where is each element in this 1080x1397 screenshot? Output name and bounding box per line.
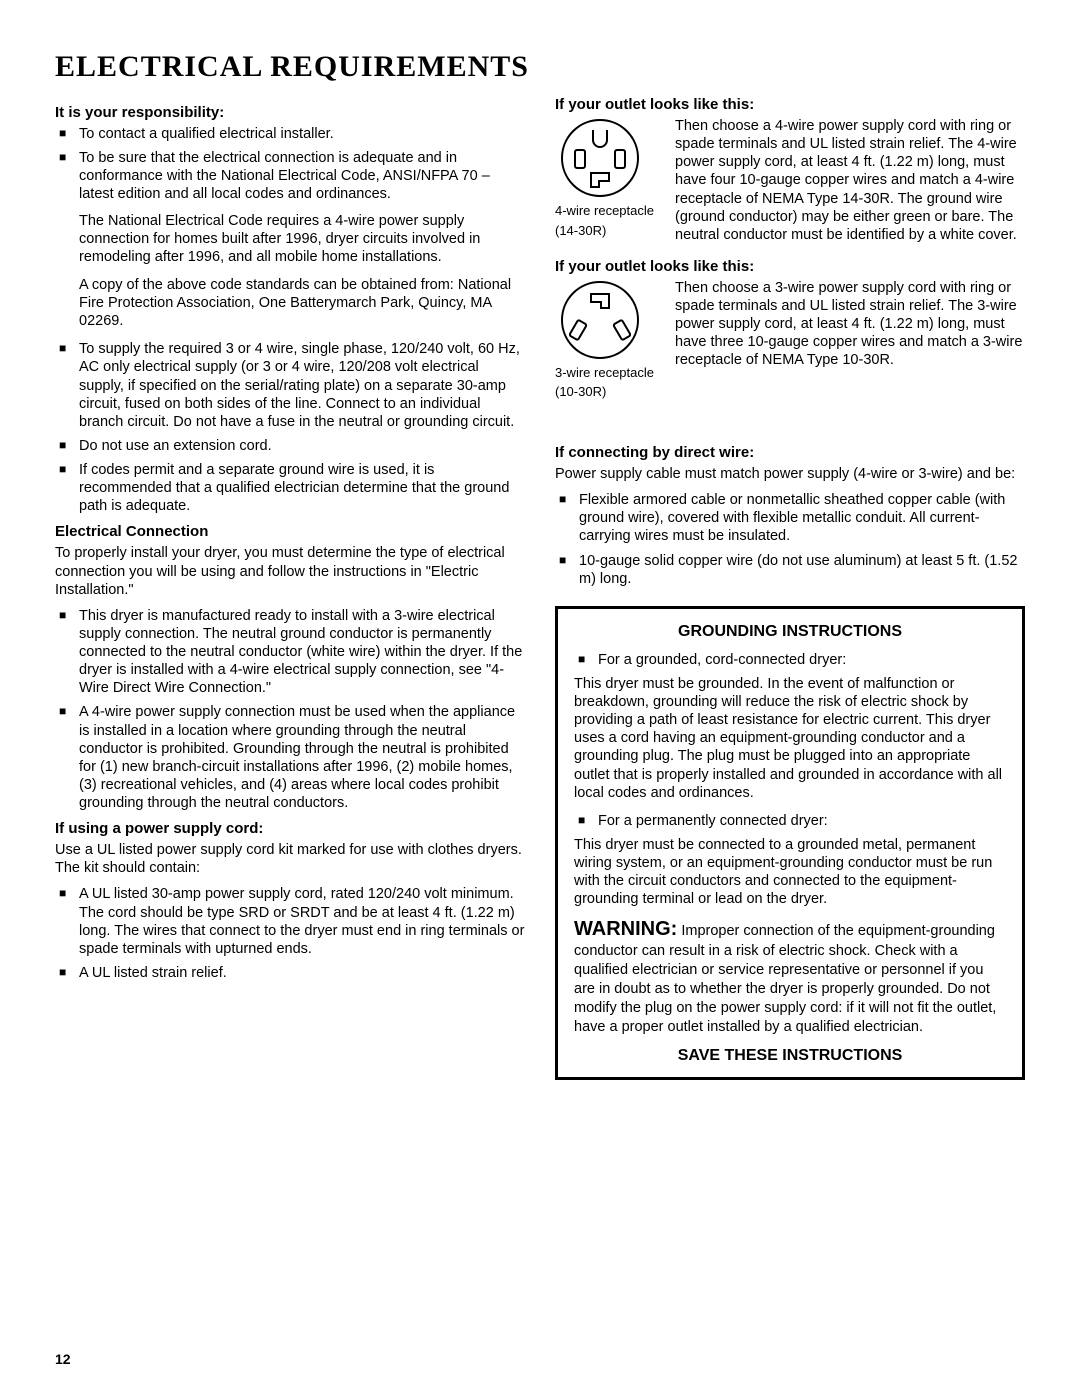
content-columns: It is your responsibility: To contact a … <box>55 96 1025 1080</box>
outlet3-row: 3-wire receptacle (10-30R) Then choose a… <box>555 279 1025 400</box>
save-instructions: SAVE THESE INSTRUCTIONS <box>574 1047 1006 1065</box>
page-number: 12 <box>55 1351 71 1367</box>
left-column: It is your responsibility: To contact a … <box>55 96 525 1080</box>
responsibility-para-2: A copy of the above code standards can b… <box>55 276 525 330</box>
outlet4-heading: If your outlet looks like this: <box>555 96 1025 113</box>
list-item: A UL listed 30-amp power supply cord, ra… <box>55 885 525 958</box>
outlet3-heading: If your outlet looks like this: <box>555 258 1025 275</box>
outlet-3wire-icon <box>555 279 645 361</box>
direct-intro: Power supply cable must match power supp… <box>555 465 1025 483</box>
grounding-p1: This dryer must be grounded. In the even… <box>574 675 1006 802</box>
responsibility-list-2: To supply the required 3 or 4 wire, sing… <box>55 340 525 515</box>
outlet-4wire-icon <box>555 117 645 199</box>
responsibility-para-1: The National Electrical Code requires a … <box>55 212 525 266</box>
outlet3-figure: 3-wire receptacle (10-30R) <box>555 279 665 400</box>
list-item: 10-gauge solid copper wire (do not use a… <box>555 552 1025 588</box>
responsibility-heading: It is your responsibility: <box>55 104 525 121</box>
outlet3-caption2: (10-30R) <box>555 384 665 400</box>
page-title: ELECTRICAL REQUIREMENTS <box>55 50 1025 84</box>
outlet4-text: Then choose a 4-wire power supply cord w… <box>675 117 1025 244</box>
cord-heading: If using a power supply cord: <box>55 820 525 837</box>
list-item: Do not use an extension cord. <box>55 437 525 455</box>
list-item: To be sure that the electrical connectio… <box>55 149 525 203</box>
list-item: This dryer is manufactured ready to inst… <box>55 607 525 698</box>
list-item: For a permanently connected dryer: <box>574 812 1006 830</box>
list-item: If codes permit and a separate ground wi… <box>55 461 525 515</box>
list-item: A UL listed strain relief. <box>55 964 525 982</box>
responsibility-list-1: To contact a qualified electrical instal… <box>55 125 525 204</box>
grounding-b2: For a permanently connected dryer: <box>574 812 1006 830</box>
warning-label: WARNING: <box>574 918 677 940</box>
direct-heading: If connecting by direct wire: <box>555 444 1025 461</box>
outlet4-row: 4-wire receptacle (14-30R) Then choose a… <box>555 117 1025 244</box>
list-item: Flexible armored cable or nonmetallic sh… <box>555 491 1025 545</box>
cord-intro: Use a UL listed power supply cord kit ma… <box>55 841 525 877</box>
outlet4-figure: 4-wire receptacle (14-30R) <box>555 117 665 238</box>
list-item: To supply the required 3 or 4 wire, sing… <box>55 340 525 431</box>
grounding-box: GROUNDING INSTRUCTIONS For a grounded, c… <box>555 606 1025 1080</box>
grounding-title: GROUNDING INSTRUCTIONS <box>574 623 1006 641</box>
list-item: A 4-wire power supply connection must be… <box>55 703 525 812</box>
outlet4-caption2: (14-30R) <box>555 223 665 239</box>
electrical-intro: To properly install your dryer, you must… <box>55 544 525 598</box>
electrical-heading: Electrical Connection <box>55 523 525 540</box>
list-item: To contact a qualified electrical instal… <box>55 125 525 143</box>
direct-list: Flexible armored cable or nonmetallic sh… <box>555 491 1025 588</box>
grounding-b1: For a grounded, cord-connected dryer: <box>574 651 1006 669</box>
outlet3-text: Then choose a 3-wire power supply cord w… <box>675 279 1025 370</box>
electrical-list: This dryer is manufactured ready to inst… <box>55 607 525 812</box>
outlet4-caption1: 4-wire receptacle <box>555 203 665 219</box>
cord-list: A UL listed 30-amp power supply cord, ra… <box>55 885 525 982</box>
grounding-p2: This dryer must be connected to a ground… <box>574 836 1006 909</box>
list-item: For a grounded, cord-connected dryer: <box>574 651 1006 669</box>
outlet3-caption1: 3-wire receptacle <box>555 365 665 381</box>
warning-paragraph: WARNING: Improper connection of the equi… <box>574 916 1006 1036</box>
right-column: If your outlet looks like this: 4-wire r… <box>555 96 1025 1080</box>
